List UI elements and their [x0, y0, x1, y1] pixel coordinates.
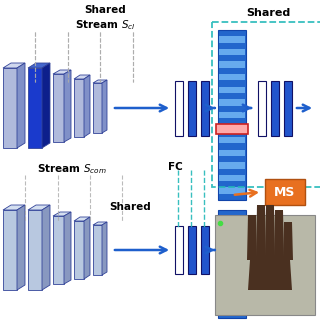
Polygon shape	[74, 221, 84, 279]
Polygon shape	[3, 68, 17, 148]
Polygon shape	[53, 216, 64, 284]
Bar	[219, 254, 245, 261]
Bar	[215, 215, 315, 315]
Polygon shape	[64, 70, 71, 142]
Bar	[219, 280, 245, 286]
Bar	[219, 162, 245, 169]
Bar	[188, 81, 196, 135]
Polygon shape	[84, 75, 90, 137]
Polygon shape	[93, 83, 102, 133]
Bar	[188, 226, 196, 274]
Bar	[201, 226, 209, 274]
Bar	[216, 124, 248, 133]
Bar	[219, 112, 245, 118]
Bar	[219, 87, 245, 93]
Polygon shape	[74, 217, 90, 221]
Polygon shape	[93, 80, 107, 83]
Polygon shape	[28, 68, 42, 148]
Text: Shared: Shared	[84, 5, 126, 15]
Polygon shape	[3, 63, 25, 68]
Polygon shape	[53, 212, 71, 216]
Bar	[284, 81, 292, 135]
Bar	[218, 30, 246, 200]
Polygon shape	[17, 63, 25, 148]
Bar	[219, 124, 245, 131]
Polygon shape	[102, 222, 107, 275]
Polygon shape	[17, 205, 25, 290]
Polygon shape	[42, 205, 50, 290]
Bar	[218, 210, 246, 318]
Polygon shape	[102, 80, 107, 133]
Text: Shared: Shared	[246, 8, 290, 18]
Bar	[219, 74, 245, 80]
Text: FC: FC	[168, 162, 183, 172]
Bar	[219, 175, 245, 181]
Bar	[219, 292, 245, 299]
Polygon shape	[74, 75, 90, 79]
Bar	[219, 216, 245, 223]
Polygon shape	[248, 260, 292, 290]
Bar	[265, 179, 305, 205]
Bar	[201, 81, 209, 135]
Bar	[219, 61, 245, 68]
Bar	[216, 251, 248, 261]
Bar	[219, 49, 245, 55]
Polygon shape	[274, 210, 284, 260]
Bar	[219, 137, 245, 143]
Bar	[219, 305, 245, 312]
Polygon shape	[265, 205, 275, 260]
Polygon shape	[28, 205, 50, 210]
Bar	[258, 81, 266, 135]
Polygon shape	[53, 70, 71, 74]
Bar	[219, 267, 245, 274]
Bar	[219, 36, 245, 43]
Polygon shape	[74, 79, 84, 137]
Bar	[219, 229, 245, 236]
Polygon shape	[3, 205, 25, 210]
Bar	[219, 99, 245, 106]
Bar	[219, 242, 245, 248]
Polygon shape	[283, 222, 293, 260]
Text: Stream $S_{com}$: Stream $S_{com}$	[37, 162, 107, 176]
Polygon shape	[93, 225, 102, 275]
Text: Shared: Shared	[109, 202, 151, 212]
Polygon shape	[42, 63, 50, 148]
Text: Stream $S_{cl}$: Stream $S_{cl}$	[75, 18, 135, 32]
Polygon shape	[93, 222, 107, 225]
Bar	[219, 150, 245, 156]
Polygon shape	[28, 210, 42, 290]
Polygon shape	[3, 210, 17, 290]
Polygon shape	[247, 215, 257, 260]
Bar	[175, 81, 183, 135]
Text: MS: MS	[274, 186, 296, 198]
Polygon shape	[53, 74, 64, 142]
Bar	[175, 226, 183, 274]
Polygon shape	[28, 63, 50, 68]
Bar	[219, 188, 245, 194]
Polygon shape	[256, 205, 266, 260]
Bar	[271, 81, 279, 135]
Polygon shape	[64, 212, 71, 284]
Polygon shape	[84, 217, 90, 279]
